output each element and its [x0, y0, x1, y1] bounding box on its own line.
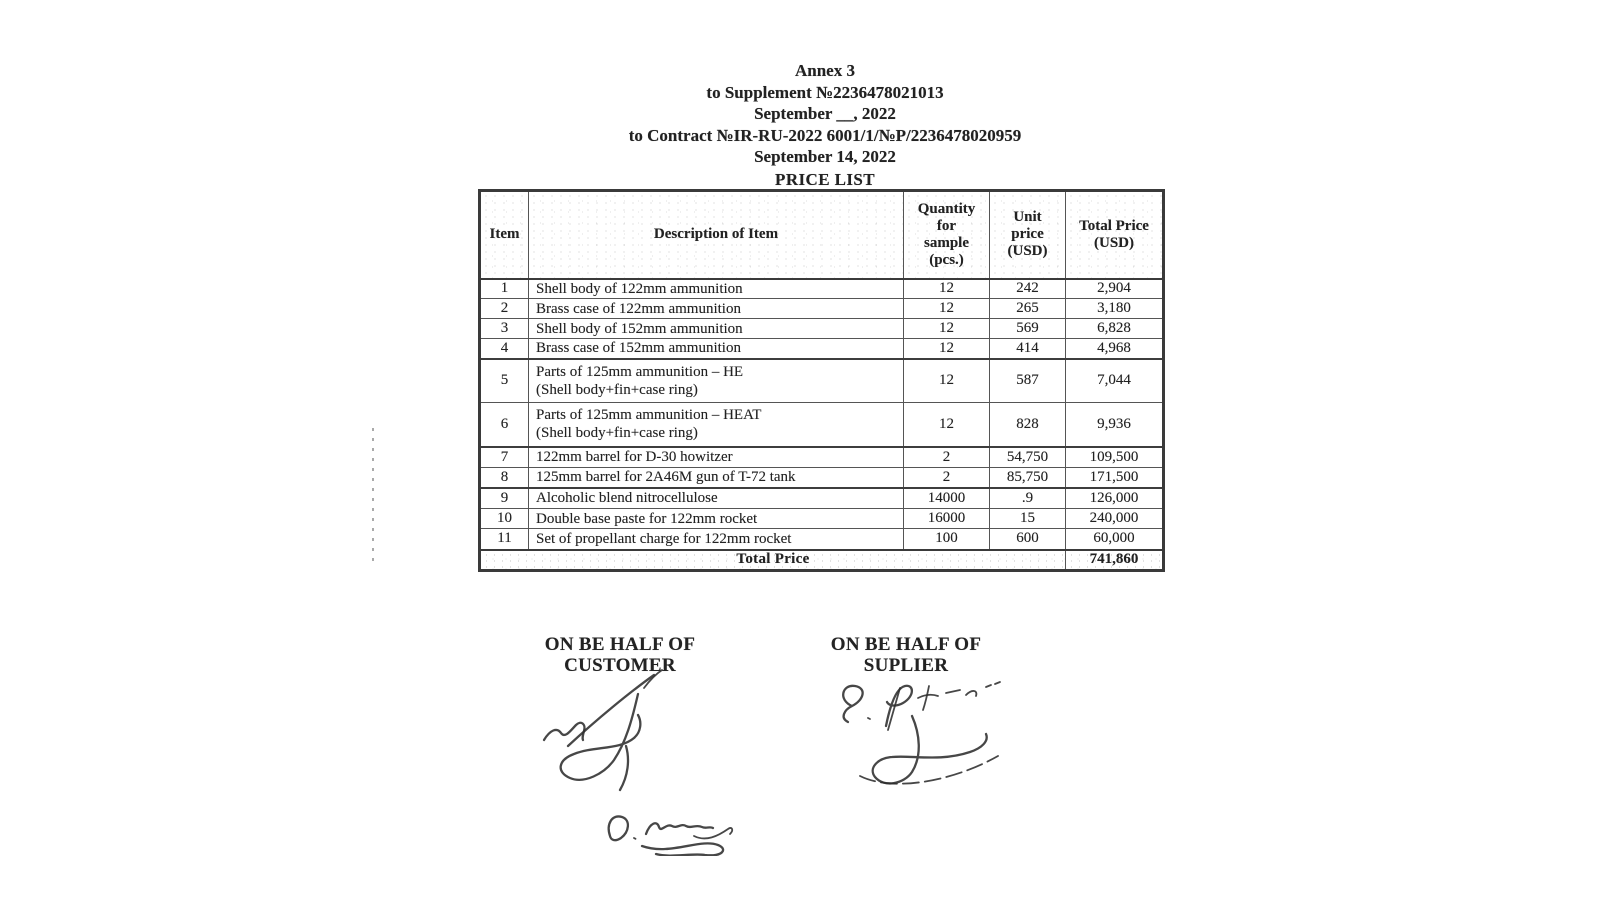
cell-unit-price: 569: [989, 318, 1066, 339]
cell-item: 4: [479, 338, 529, 360]
cell-item: 6: [479, 402, 529, 448]
cell-description: Brass case of 122mm ammunition: [528, 298, 904, 319]
cell-description: Shell body of 122mm ammunition: [528, 278, 904, 299]
cell-item: 8: [479, 467, 529, 489]
page-title: PRICE LIST: [775, 169, 875, 189]
cell-total-price: 2,904: [1065, 278, 1164, 299]
col-header-description: Description of Item: [528, 190, 904, 280]
cell-unit-price: 600: [989, 528, 1066, 550]
table-header-row: Item Description of Item Quantity for sa…: [479, 190, 1164, 280]
cell-item: 10: [479, 508, 529, 529]
cell-description: 122mm barrel for D-30 howitzer: [528, 446, 904, 468]
contract-date-line: September 14, 2022: [754, 147, 896, 167]
cell-quantity: 12: [903, 298, 990, 319]
scan-artifact-line: [372, 428, 374, 568]
cell-total-price: 3,180: [1065, 298, 1164, 319]
customer-handwritten-name: [607, 815, 734, 856]
cell-quantity: 14000: [903, 487, 990, 509]
cell-description: Parts of 125mm ammunition – HE (Shell bo…: [528, 358, 904, 403]
cell-unit-price: 85,750: [989, 467, 1066, 489]
customer-caption-line1: ON BE HALF OF: [544, 634, 696, 655]
supplement-date-line: September __, 2022: [754, 104, 896, 124]
cell-quantity: 2: [903, 446, 990, 468]
supplier-signature-block-title: ON BE HALF OF SUPLIER: [796, 634, 1016, 676]
cell-quantity: 12: [903, 278, 990, 299]
customer-caption-line2: CUSTOMER: [564, 655, 676, 676]
cell-item: 2: [479, 298, 529, 319]
cell-unit-price: 54,750: [989, 446, 1066, 468]
table-row: 2 Brass case of 122mm ammunition 12 265 …: [479, 298, 1164, 319]
cell-description: 125mm barrel for 2A46M gun of T-72 tank: [528, 467, 904, 489]
supplier-caption-line2: SUPLIER: [863, 655, 949, 676]
cell-total-price: 6,828: [1065, 318, 1164, 339]
contract-line: to Contract №IR-RU-2022 6001/1/№P/223647…: [628, 125, 1022, 145]
cell-description: Alcoholic blend nitrocellulose: [528, 487, 904, 509]
cell-total-price: 60,000: [1065, 528, 1164, 550]
table-row: 8 125mm barrel for 2A46M gun of T-72 tan…: [479, 467, 1164, 489]
cell-quantity: 100: [903, 528, 990, 550]
col-header-item: Item: [479, 190, 529, 280]
cell-item: 9: [479, 487, 529, 509]
cell-quantity: 12: [903, 358, 990, 403]
table-row: 3 Shell body of 152mm ammunition 12 569 …: [479, 318, 1164, 339]
cell-item: 5: [479, 358, 529, 403]
table-row: 9 Alcoholic blend nitrocellulose 14000 .…: [479, 487, 1164, 509]
cell-quantity: 12: [903, 318, 990, 339]
price-list-table: Item Description of Item Quantity for sa…: [478, 189, 1165, 572]
cell-description: Double base paste for 122mm rocket: [528, 508, 904, 529]
cell-total-price: 4,968: [1065, 338, 1164, 360]
col-header-quantity: Quantity for sample (pcs.): [903, 190, 990, 280]
table-row: 7 122mm barrel for D-30 howitzer 2 54,75…: [479, 446, 1164, 468]
cell-quantity: 2: [903, 467, 990, 489]
cell-quantity: 12: [903, 338, 990, 360]
customer-signature: [542, 669, 663, 792]
annex-line: Annex 3: [795, 61, 855, 80]
cell-total-price: 171,500: [1065, 467, 1164, 489]
cell-unit-price: 414: [989, 338, 1066, 360]
table-row: 1 Shell body of 122mm ammunition 12 242 …: [479, 278, 1164, 299]
cell-total-price: 109,500: [1065, 446, 1164, 468]
table-row: 6 Parts of 125mm ammunition – HEAT (Shel…: [479, 402, 1164, 448]
cell-item: 11: [479, 528, 529, 550]
cell-total-price: 240,000: [1065, 508, 1164, 529]
total-price-label: Total Price: [479, 548, 1066, 571]
cell-item: 7: [479, 446, 529, 468]
cell-unit-price: 587: [989, 358, 1066, 403]
col-header-unit-price: Unit price (USD): [989, 190, 1066, 280]
cell-quantity: 16000: [903, 508, 990, 529]
cell-unit-price: 828: [989, 402, 1066, 448]
cell-description: Set of propellant charge for 122mm rocke…: [528, 528, 904, 550]
cell-total-price: 126,000: [1065, 487, 1164, 509]
total-price-value: 741,860: [1065, 548, 1164, 571]
cell-description: Shell body of 152mm ammunition: [528, 318, 904, 339]
table-row: 5 Parts of 125mm ammunition – HE (Shell …: [479, 358, 1164, 403]
cell-unit-price: .9: [989, 487, 1066, 509]
document-header: Annex 3 to Supplement №2236478021013 Sep…: [420, 60, 1230, 191]
supplement-line: to Supplement №2236478021013: [706, 82, 944, 102]
cell-total-price: 9,936: [1065, 402, 1164, 448]
table-row: 10 Double base paste for 122mm rocket 16…: [479, 508, 1164, 529]
supplier-caption-line1: ON BE HALF OF: [830, 634, 982, 655]
cell-unit-price: 242: [989, 278, 1066, 299]
cell-quantity: 12: [903, 402, 990, 448]
table-row: 11 Set of propellant charge for 122mm ro…: [479, 528, 1164, 550]
cell-description: Parts of 125mm ammunition – HEAT (Shell …: [528, 402, 904, 448]
cell-description: Brass case of 152mm ammunition: [528, 338, 904, 360]
cell-item: 1: [479, 278, 529, 299]
total-row: Total Price 741,860: [479, 548, 1164, 571]
cell-item: 3: [479, 318, 529, 339]
cell-unit-price: 15: [989, 508, 1066, 529]
table-row: 4 Brass case of 152mm ammunition 12 414 …: [479, 338, 1164, 360]
supplier-signature: [842, 681, 1001, 785]
cell-total-price: 7,044: [1065, 358, 1164, 403]
customer-signature-block-title: ON BE HALF OF CUSTOMER: [510, 634, 730, 676]
col-header-total-price: Total Price (USD): [1065, 190, 1164, 280]
cell-unit-price: 265: [989, 298, 1066, 319]
